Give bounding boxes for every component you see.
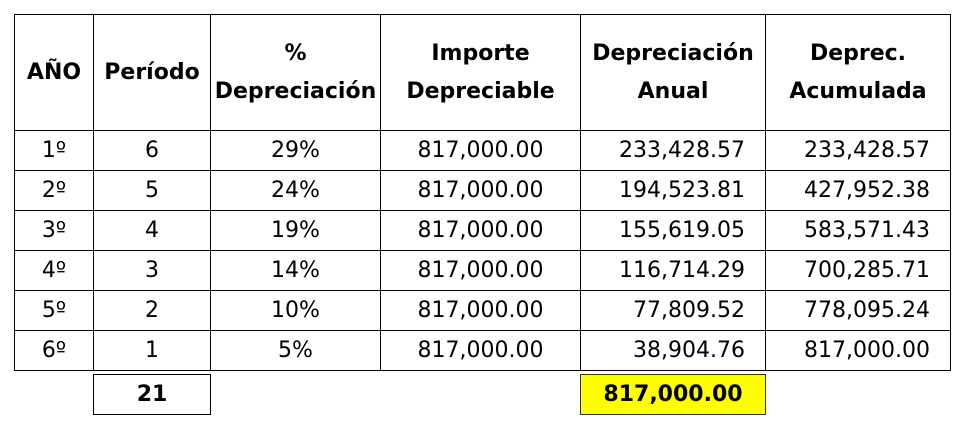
cell-annual-value: 155,619.05 — [619, 218, 745, 243]
cell-accum-value: 583,571.43 — [804, 218, 930, 243]
cell-accum: 700,285.71 — [765, 250, 951, 291]
cell-accum: 427,952.38 — [765, 170, 951, 211]
cell-amount: 817,000.00 — [380, 170, 581, 211]
header-period-label: Período — [104, 59, 200, 85]
header-amount-line1: Importe — [431, 40, 530, 66]
header-year-label: AÑO — [26, 59, 82, 85]
cell-annual: 194,523.81 — [580, 170, 766, 211]
cell-accum: 233,428.57 — [765, 130, 951, 171]
total-period-cell: 21 — [93, 374, 211, 415]
cell-period: 3 — [93, 250, 211, 291]
cell-period-value: 6 — [145, 138, 159, 163]
cell-annual: 38,904.76 — [580, 330, 766, 371]
cell-annual: 116,714.29 — [580, 250, 766, 291]
header-period: Período — [93, 14, 211, 131]
cell-period-value: 5 — [145, 178, 159, 203]
cell-amount-value: 817,000.00 — [417, 138, 544, 163]
total-annual-value: 817,000.00 — [603, 382, 743, 407]
cell-percent: 14% — [210, 250, 381, 291]
total-period-value: 21 — [136, 382, 168, 407]
cell-percent-value: 24% — [271, 178, 320, 203]
header-percent-line1: % — [284, 40, 307, 66]
cell-percent: 19% — [210, 210, 381, 251]
cell-amount-value: 817,000.00 — [417, 218, 544, 243]
cell-accum: 583,571.43 — [765, 210, 951, 251]
cell-year-value: 6º — [41, 338, 67, 363]
cell-accum-value: 817,000.00 — [804, 338, 930, 363]
cell-year: 6º — [14, 330, 94, 371]
header-annual: Depreciación Anual — [580, 14, 766, 131]
cell-amount-value: 817,000.00 — [417, 258, 544, 283]
cell-amount: 817,000.00 — [380, 210, 581, 251]
cell-period-value: 1 — [145, 338, 159, 363]
header-accum: Deprec. Acumulada — [765, 14, 951, 131]
cell-annual: 77,809.52 — [580, 290, 766, 331]
cell-period: 2 — [93, 290, 211, 331]
cell-year-value: 3º — [41, 218, 67, 243]
cell-year: 2º — [14, 170, 94, 211]
cell-period-value: 3 — [145, 258, 159, 283]
cell-accum-value: 233,428.57 — [804, 138, 930, 163]
cell-percent: 24% — [210, 170, 381, 211]
cell-annual-value: 77,809.52 — [633, 298, 745, 323]
cell-accum-value: 700,285.71 — [804, 258, 930, 283]
header-percent: % Depreciación — [210, 14, 381, 131]
cell-accum-value: 427,952.38 — [804, 178, 930, 203]
cell-annual: 233,428.57 — [580, 130, 766, 171]
header-annual-line2: Anual — [637, 78, 709, 104]
header-amount: Importe Depreciable — [380, 14, 581, 131]
cell-year: 4º — [14, 250, 94, 291]
cell-amount-value: 817,000.00 — [417, 338, 544, 363]
cell-year: 5º — [14, 290, 94, 331]
cell-accum: 778,095.24 — [765, 290, 951, 331]
cell-amount-value: 817,000.00 — [417, 298, 544, 323]
cell-accum-value: 778,095.24 — [804, 298, 930, 323]
cell-year-value: 2º — [41, 178, 67, 203]
cell-percent-value: 14% — [271, 258, 320, 283]
header-annual-line1: Depreciación — [592, 40, 754, 66]
header-accum-line2: Acumulada — [789, 78, 927, 104]
cell-accum: 817,000.00 — [765, 330, 951, 371]
cell-percent-value: 5% — [278, 338, 313, 363]
header-amount-line2: Depreciable — [406, 78, 555, 104]
cell-amount: 817,000.00 — [380, 290, 581, 331]
cell-period: 4 — [93, 210, 211, 251]
total-annual-cell: 817,000.00 — [580, 374, 766, 415]
cell-period-value: 4 — [145, 218, 159, 243]
cell-percent: 5% — [210, 330, 381, 371]
cell-annual: 155,619.05 — [580, 210, 766, 251]
cell-annual-value: 194,523.81 — [619, 178, 745, 203]
header-percent-line2: Depreciación — [214, 78, 377, 104]
cell-period: 6 — [93, 130, 211, 171]
cell-period: 5 — [93, 170, 211, 211]
cell-percent: 29% — [210, 130, 381, 171]
cell-year-value: 5º — [41, 298, 67, 323]
cell-annual-value: 233,428.57 — [619, 138, 745, 163]
cell-period: 1 — [93, 330, 211, 371]
cell-year-value: 1º — [41, 138, 67, 163]
cell-year: 3º — [14, 210, 94, 251]
cell-annual-value: 116,714.29 — [619, 258, 745, 283]
cell-percent-value: 10% — [271, 298, 320, 323]
cell-amount: 817,000.00 — [380, 250, 581, 291]
cell-annual-value: 38,904.76 — [633, 338, 745, 363]
cell-amount-value: 817,000.00 — [417, 178, 544, 203]
cell-amount: 817,000.00 — [380, 130, 581, 171]
cell-percent-value: 29% — [271, 138, 320, 163]
cell-percent-value: 19% — [271, 218, 320, 243]
cell-amount: 817,000.00 — [380, 330, 581, 371]
cell-period-value: 2 — [145, 298, 159, 323]
header-accum-line1: Deprec. — [809, 40, 907, 66]
cell-year: 1º — [14, 130, 94, 171]
cell-percent: 10% — [210, 290, 381, 331]
cell-year-value: 4º — [41, 258, 67, 283]
header-year: AÑO — [14, 14, 94, 131]
depreciation-table: AÑO Período % Depreciación Importe Depre… — [14, 14, 951, 415]
